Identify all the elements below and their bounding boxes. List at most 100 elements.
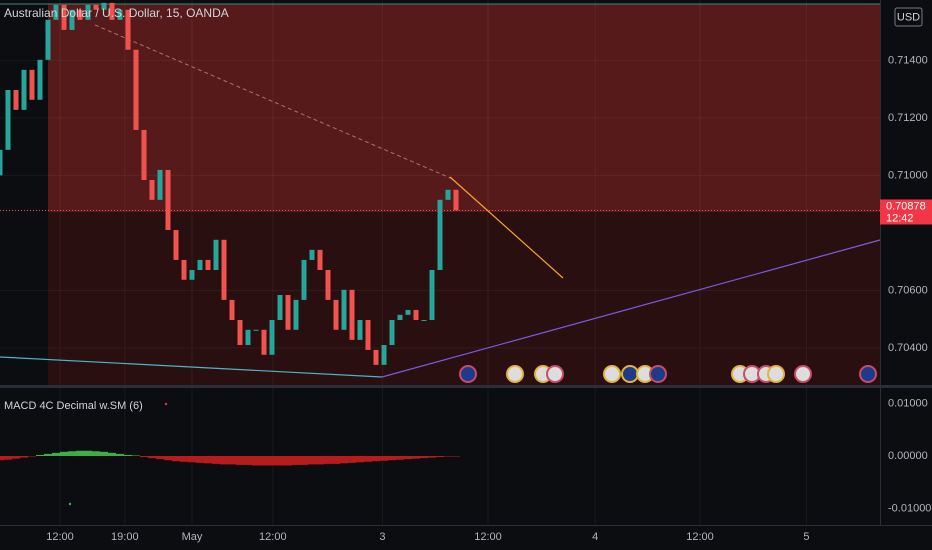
histogram-bar — [292, 456, 300, 465]
trend-line-orange — [449, 176, 564, 279]
candle — [197, 259, 203, 270]
histogram-bar — [212, 456, 220, 464]
candle — [69, 9, 75, 30]
candle — [37, 59, 43, 100]
histogram-bar — [348, 456, 356, 463]
histogram-bar — [28, 456, 36, 457]
histogram-bar — [92, 451, 100, 457]
candle — [349, 289, 355, 340]
histogram-bar — [260, 456, 268, 466]
histogram-bar — [228, 456, 236, 465]
histogram-bar — [140, 456, 148, 458]
histogram-bar — [244, 456, 252, 465]
y-tick-label: 0.70400 — [888, 342, 928, 354]
x-tick-label: 12:00 — [474, 531, 502, 543]
event-icon[interactable] — [546, 365, 564, 383]
x-tick-label: May — [182, 531, 203, 543]
x-tick-label: 12:00 — [46, 531, 74, 543]
histogram-bar — [284, 456, 292, 466]
candle — [53, 4, 59, 20]
candle — [333, 299, 339, 330]
event-icon[interactable] — [794, 365, 812, 383]
candle — [5, 89, 11, 150]
chart-title: Australian Dollar / U.S. Dollar, 15, OAN… — [4, 6, 229, 20]
candle — [181, 259, 187, 280]
indicator-dot — [164, 402, 168, 406]
candle — [173, 230, 179, 260]
candle — [445, 189, 451, 200]
grid — [0, 0, 880, 525]
candle — [421, 320, 427, 322]
candle — [397, 314, 403, 321]
candle — [205, 259, 211, 270]
event-icon[interactable] — [859, 365, 877, 383]
indicator-title[interactable]: MACD 4C Decimal w.SM (6) — [4, 400, 143, 412]
candle — [277, 295, 283, 321]
y-tick-label: -0.01000 — [888, 502, 931, 514]
histogram-bar — [100, 451, 108, 457]
candle — [133, 49, 139, 130]
y-tick-label: 0.71400 — [888, 54, 928, 66]
event-icon[interactable] — [767, 365, 785, 383]
histogram-bar — [380, 456, 388, 461]
histogram-bar — [332, 456, 340, 464]
y-tick-label: 0.00000 — [888, 450, 928, 462]
candle — [213, 239, 219, 270]
candle — [61, 4, 67, 30]
candle — [237, 320, 243, 346]
histogram-bar — [84, 450, 92, 457]
candle — [13, 89, 19, 110]
histogram-bar — [428, 456, 436, 458]
candle — [453, 189, 459, 211]
candle — [293, 299, 299, 330]
histogram-bar — [324, 456, 332, 464]
histogram-bar — [132, 455, 140, 457]
candle — [221, 239, 227, 300]
histogram-bar — [44, 453, 52, 457]
histogram-bar — [436, 456, 444, 458]
histogram-bar — [420, 456, 428, 459]
histogram-bar — [252, 456, 260, 466]
histogram-bar — [356, 456, 364, 463]
x-tick-label: 3 — [379, 531, 385, 543]
countdown-label: 12:42 — [886, 212, 914, 224]
candle — [253, 329, 259, 331]
last-price-box — [880, 199, 932, 225]
candle — [141, 129, 147, 180]
histogram-bar — [340, 456, 348, 464]
candle — [165, 169, 171, 231]
histogram-bar — [148, 456, 156, 459]
candle — [317, 249, 323, 270]
event-icon[interactable] — [603, 365, 621, 383]
trend-line-cyan — [0, 356, 383, 378]
event-icon[interactable] — [506, 365, 524, 383]
histogram-bar — [204, 456, 212, 464]
currency-label[interactable]: USD — [897, 11, 920, 23]
histogram-bar — [220, 456, 228, 465]
candle — [437, 199, 443, 270]
histogram-bar — [444, 456, 452, 457]
histogram-bar — [300, 456, 308, 465]
zone-upper — [48, 4, 880, 212]
candle — [413, 309, 419, 321]
event-icon[interactable] — [459, 365, 477, 383]
histogram-bar — [276, 456, 284, 466]
event-icon[interactable] — [621, 365, 639, 383]
histogram-bar — [36, 454, 44, 457]
candle — [157, 169, 163, 200]
candle — [365, 320, 371, 350]
histogram-bar — [268, 456, 276, 466]
candle — [357, 320, 363, 340]
histogram-bar — [236, 456, 244, 465]
histogram-bar — [12, 456, 20, 459]
histogram-bar — [308, 456, 316, 465]
histogram-bar — [156, 456, 164, 460]
candle — [341, 289, 347, 330]
histogram-bar — [364, 456, 372, 462]
candle — [189, 269, 195, 280]
candle — [21, 69, 27, 110]
currency-box[interactable] — [894, 7, 923, 27]
event-icon[interactable] — [649, 365, 667, 383]
candle — [229, 299, 235, 321]
